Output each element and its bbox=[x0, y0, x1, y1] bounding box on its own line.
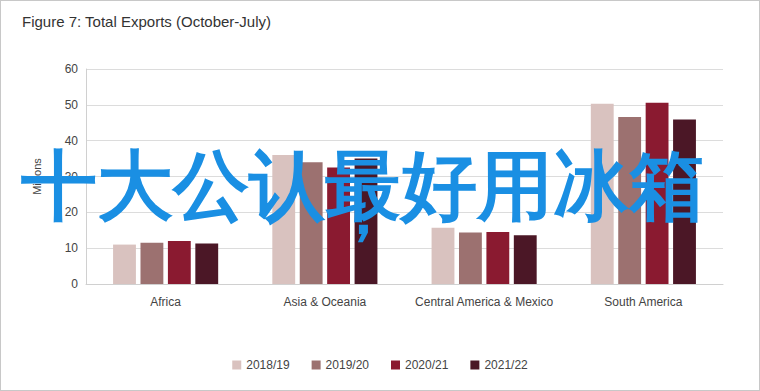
svg-text:十大公认最好用冰箱: 十大公认最好用冰箱 bbox=[21, 140, 705, 230]
svg-text:Figure 7: Total Exports (Octob: Figure 7: Total Exports (October-July) bbox=[22, 13, 271, 30]
svg-text:South America: South America bbox=[604, 295, 682, 309]
svg-text:，: ， bbox=[331, 174, 395, 248]
svg-text:2019/20: 2019/20 bbox=[326, 358, 370, 372]
svg-text:Asia & Oceania: Asia & Oceania bbox=[284, 295, 367, 309]
svg-text:0: 0 bbox=[71, 277, 78, 291]
svg-text:60: 60 bbox=[65, 62, 79, 76]
svg-text:2018/19: 2018/19 bbox=[246, 358, 290, 372]
svg-text:2020/21: 2020/21 bbox=[405, 358, 449, 372]
svg-text:2021/22: 2021/22 bbox=[484, 358, 528, 372]
svg-text:50: 50 bbox=[65, 98, 79, 112]
svg-text:Central America & Mexico: Central America & Mexico bbox=[415, 295, 553, 309]
svg-text:10: 10 bbox=[65, 241, 79, 255]
svg-text:Africa: Africa bbox=[150, 295, 181, 309]
